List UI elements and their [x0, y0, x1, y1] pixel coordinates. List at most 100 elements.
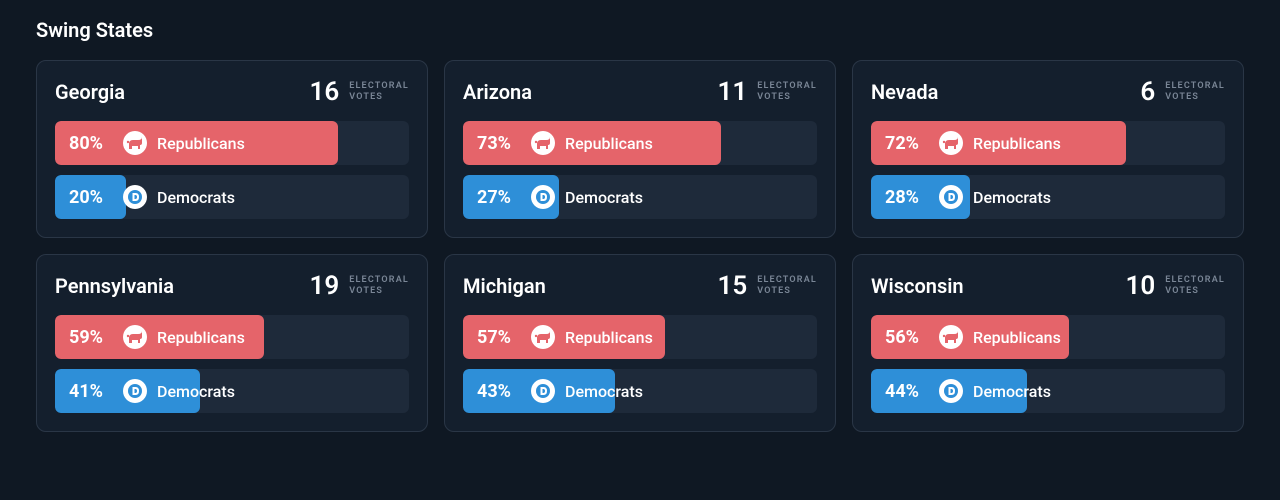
republican-label: Republicans [973, 328, 1061, 347]
electoral-votes-label: ELECTORAL VOTES [1165, 81, 1225, 104]
electoral-votes-number: 16 [310, 77, 340, 107]
democrat-percent: 43% [477, 381, 521, 402]
republican-bar: 56% Republicans [871, 315, 1225, 359]
republican-bar-content: 57% Republicans [463, 315, 817, 359]
democrat-bar: 44% Democrats [871, 369, 1225, 413]
republican-label: Republicans [565, 134, 653, 153]
democrat-label: Democrats [565, 382, 643, 401]
electoral-votes-number: 15 [718, 271, 748, 301]
section-title: Swing States [36, 18, 1244, 42]
democrat-label: Democrats [157, 188, 235, 207]
republican-label: Republicans [973, 134, 1061, 153]
electoral-votes-label: ELECTORAL VOTES [757, 275, 817, 298]
ev-label-line2: VOTES [1165, 286, 1225, 297]
democrat-d-icon [939, 379, 963, 403]
democrat-d-icon [531, 185, 555, 209]
card-header: Michigan 15 ELECTORAL VOTES [463, 271, 817, 301]
electoral-votes: 15 ELECTORAL VOTES [718, 271, 818, 301]
democrat-bar-content: 43% Democrats [463, 369, 817, 413]
republican-percent: 56% [885, 327, 929, 348]
ev-label-line2: VOTES [757, 286, 817, 297]
elephant-icon [123, 325, 147, 349]
ev-label-line1: ELECTORAL [757, 275, 817, 286]
republican-bar: 59% Republicans [55, 315, 409, 359]
state-card: Michigan 15 ELECTORAL VOTES 57% Republic… [444, 254, 836, 432]
democrat-d-icon [123, 185, 147, 209]
state-card: Nevada 6 ELECTORAL VOTES 72% Republicans [852, 60, 1244, 238]
electoral-votes-number: 11 [718, 77, 748, 107]
state-name: Wisconsin [871, 274, 964, 298]
elephant-icon [531, 325, 555, 349]
republican-bar-content: 56% Republicans [871, 315, 1225, 359]
republican-bar-content: 73% Republicans [463, 121, 817, 165]
state-name: Georgia [55, 80, 125, 104]
card-header: Nevada 6 ELECTORAL VOTES [871, 77, 1225, 107]
republican-percent: 57% [477, 327, 521, 348]
states-grid: Georgia 16 ELECTORAL VOTES 80% Republica… [36, 60, 1244, 432]
electoral-votes: 10 ELECTORAL VOTES [1126, 271, 1226, 301]
card-header: Arizona 11 ELECTORAL VOTES [463, 77, 817, 107]
republican-bar-content: 80% Republicans [55, 121, 409, 165]
democrat-d-icon [531, 379, 555, 403]
ev-label-line2: VOTES [349, 92, 409, 103]
democrat-bar: 43% Democrats [463, 369, 817, 413]
democrat-label: Democrats [973, 188, 1051, 207]
state-card: Arizona 11 ELECTORAL VOTES 73% Republica… [444, 60, 836, 238]
elephant-icon [123, 131, 147, 155]
state-name: Arizona [463, 80, 532, 104]
republican-percent: 72% [885, 133, 929, 154]
democrat-bar-content: 27% Democrats [463, 175, 817, 219]
democrat-label: Democrats [565, 188, 643, 207]
republican-bar: 80% Republicans [55, 121, 409, 165]
state-name: Michigan [463, 274, 546, 298]
card-header: Pennsylvania 19 ELECTORAL VOTES [55, 271, 409, 301]
ev-label-line2: VOTES [1165, 92, 1225, 103]
elephant-icon [939, 131, 963, 155]
democrat-label: Democrats [973, 382, 1051, 401]
republican-percent: 80% [69, 133, 113, 154]
democrat-bar: 20% Democrats [55, 175, 409, 219]
electoral-votes-label: ELECTORAL VOTES [1165, 275, 1225, 298]
card-header: Wisconsin 10 ELECTORAL VOTES [871, 271, 1225, 301]
republican-bar: 73% Republicans [463, 121, 817, 165]
ev-label-line2: VOTES [757, 92, 817, 103]
ev-label-line2: VOTES [349, 286, 409, 297]
democrat-d-icon [939, 185, 963, 209]
democrat-percent: 44% [885, 381, 929, 402]
democrat-percent: 20% [69, 187, 113, 208]
democrat-bar-content: 20% Democrats [55, 175, 409, 219]
card-header: Georgia 16 ELECTORAL VOTES [55, 77, 409, 107]
republican-bar: 72% Republicans [871, 121, 1225, 165]
democrat-percent: 27% [477, 187, 521, 208]
electoral-votes: 6 ELECTORAL VOTES [1140, 77, 1225, 107]
state-card: Georgia 16 ELECTORAL VOTES 80% Republica… [36, 60, 428, 238]
electoral-votes: 16 ELECTORAL VOTES [310, 77, 410, 107]
democrat-d-icon [123, 379, 147, 403]
republican-percent: 73% [477, 133, 521, 154]
republican-bar-content: 72% Republicans [871, 121, 1225, 165]
republican-bar-content: 59% Republicans [55, 315, 409, 359]
democrat-bar-content: 41% Democrats [55, 369, 409, 413]
republican-percent: 59% [69, 327, 113, 348]
electoral-votes-number: 10 [1126, 271, 1156, 301]
elephant-icon [939, 325, 963, 349]
democrat-bar-content: 28% Democrats [871, 175, 1225, 219]
elephant-icon [531, 131, 555, 155]
republican-label: Republicans [157, 328, 245, 347]
republican-label: Republicans [157, 134, 245, 153]
ev-label-line1: ELECTORAL [757, 81, 817, 92]
republican-bar: 57% Republicans [463, 315, 817, 359]
republican-label: Republicans [565, 328, 653, 347]
electoral-votes-label: ELECTORAL VOTES [349, 81, 409, 104]
democrat-label: Democrats [157, 382, 235, 401]
democrat-bar-content: 44% Democrats [871, 369, 1225, 413]
ev-label-line1: ELECTORAL [349, 275, 409, 286]
electoral-votes-label: ELECTORAL VOTES [349, 275, 409, 298]
ev-label-line1: ELECTORAL [1165, 275, 1225, 286]
democrat-bar: 27% Democrats [463, 175, 817, 219]
electoral-votes-number: 6 [1140, 77, 1155, 107]
democrat-bar: 28% Democrats [871, 175, 1225, 219]
electoral-votes-number: 19 [310, 271, 340, 301]
democrat-bar: 41% Democrats [55, 369, 409, 413]
state-name: Nevada [871, 80, 938, 104]
